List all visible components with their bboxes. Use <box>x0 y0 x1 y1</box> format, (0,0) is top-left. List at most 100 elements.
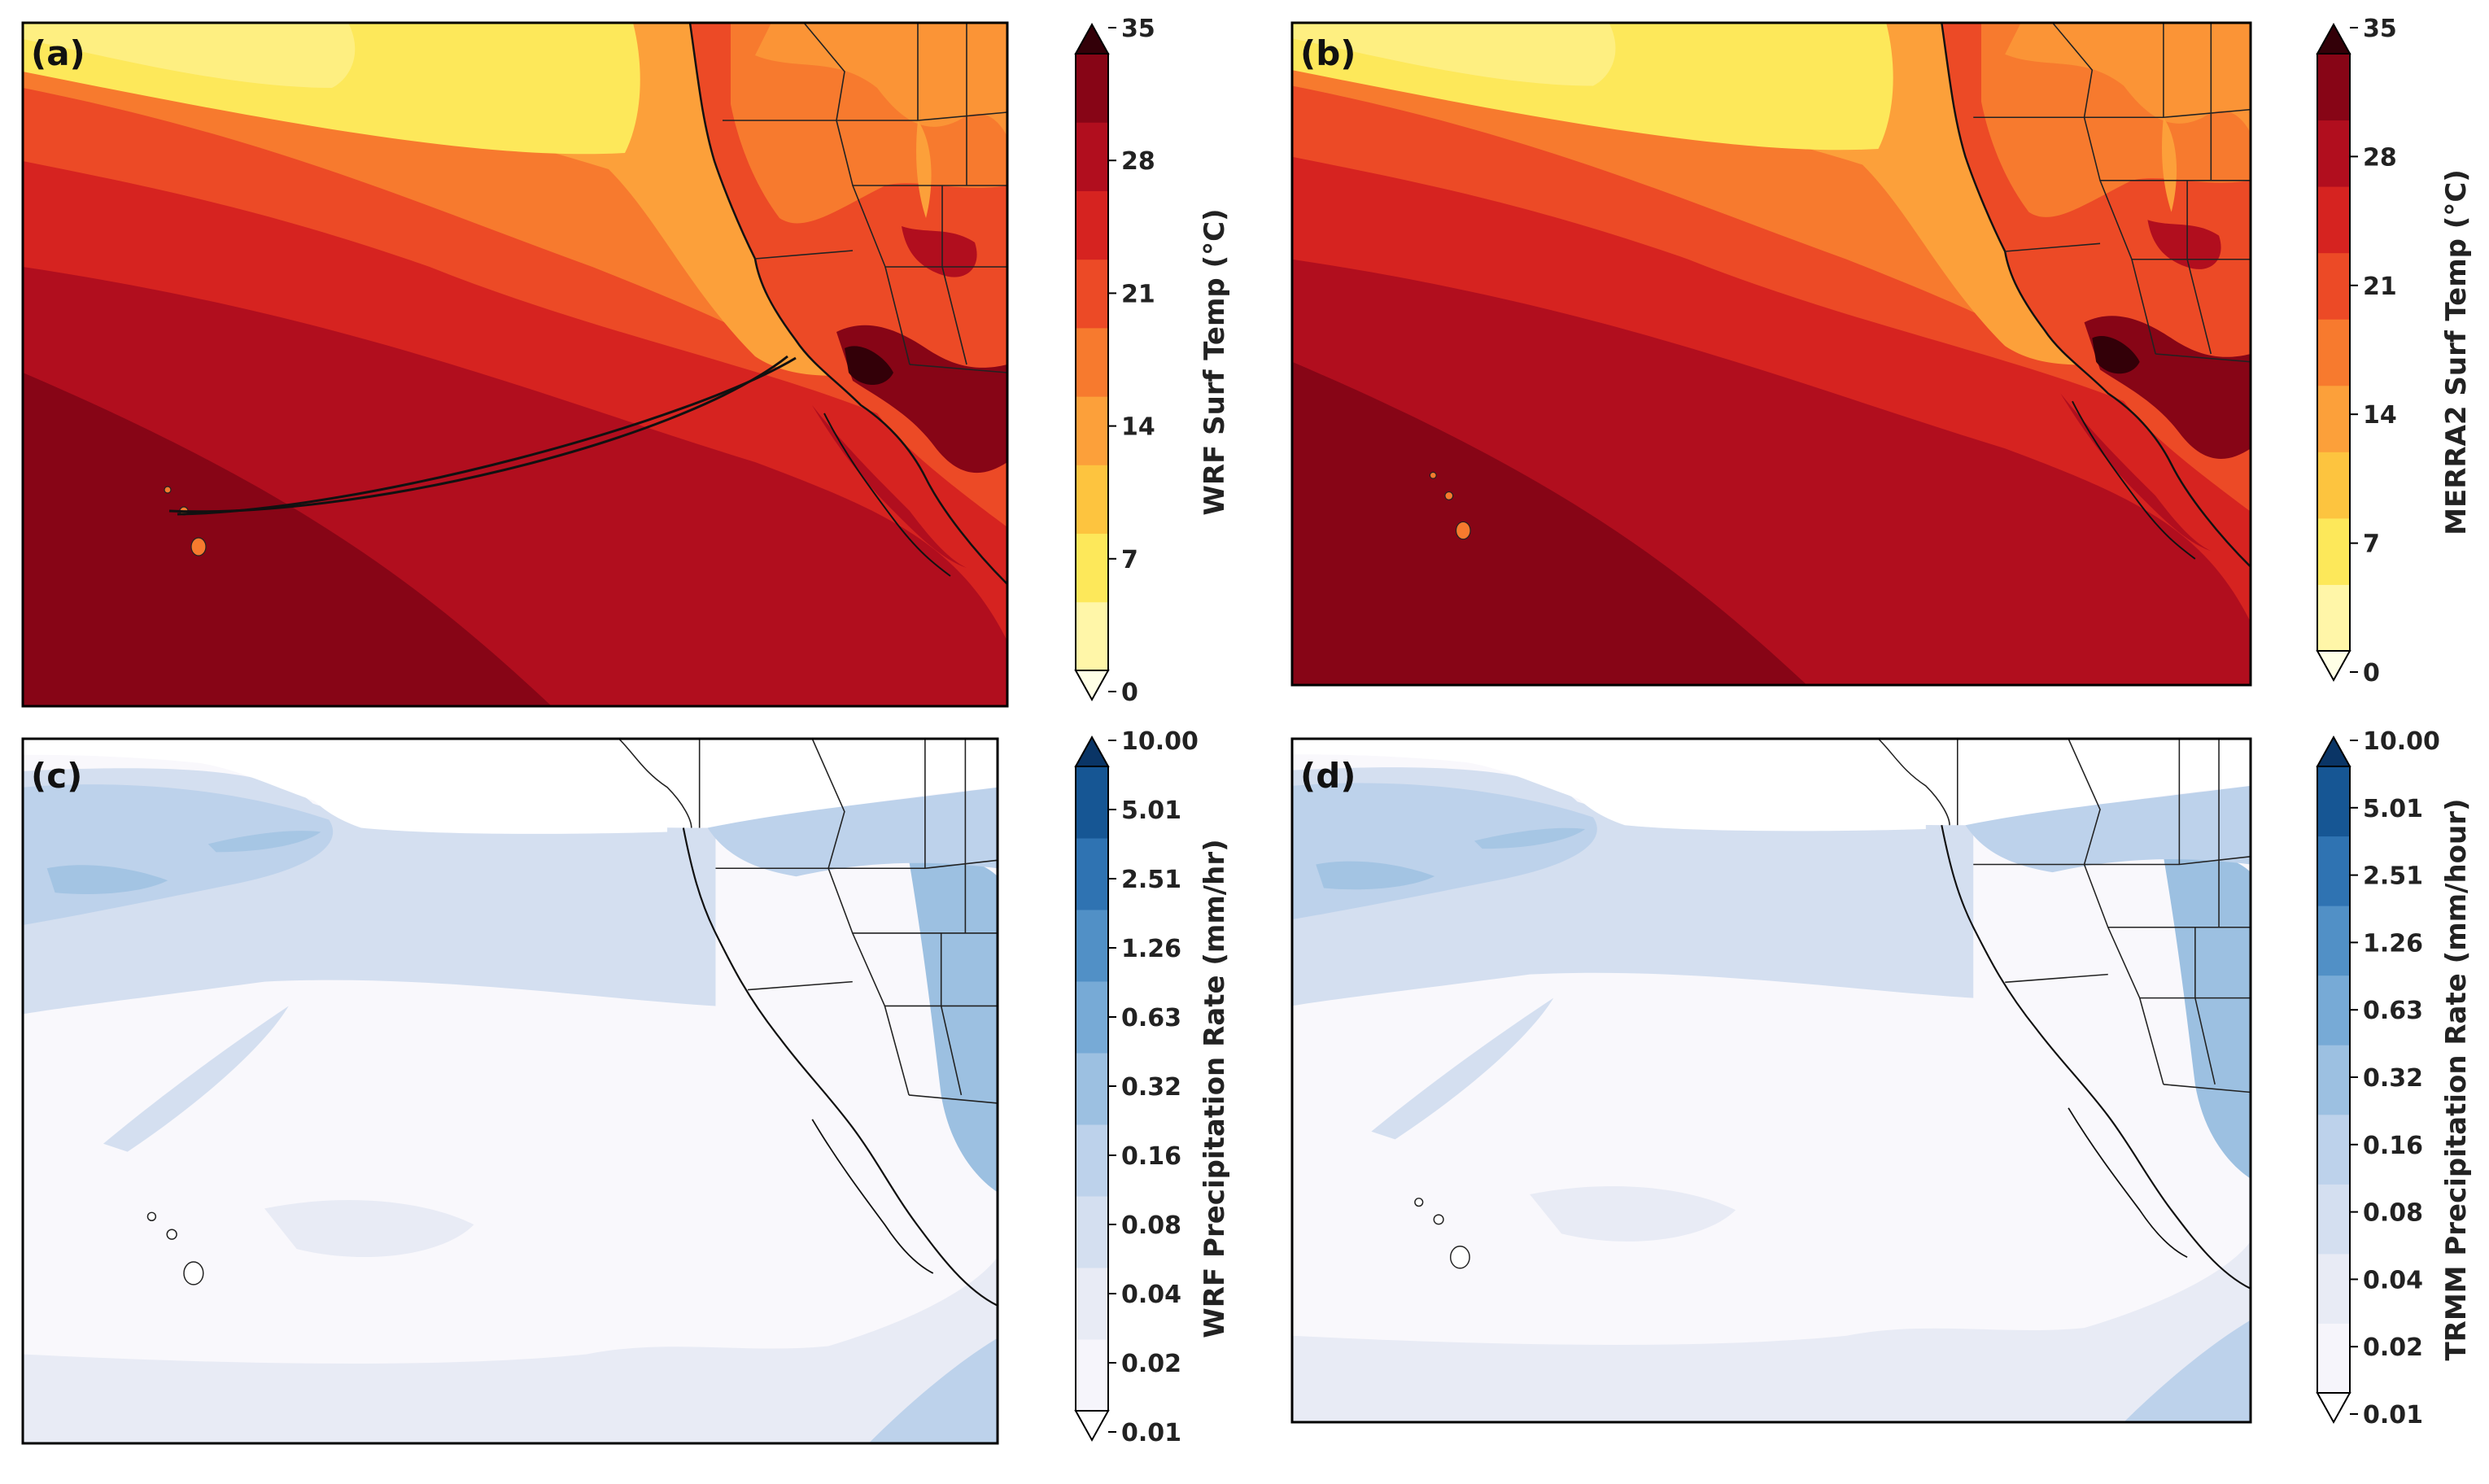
panel-b: (b) <box>1290 21 2252 687</box>
colorbar-segment <box>2317 319 2350 386</box>
flight-track <box>168 355 797 516</box>
colorbar-tick-label: 0 <box>2363 659 2380 687</box>
colorbar-a: 0 7 14 21 28 35 WRF Surf Temp (°C) <box>1074 15 1231 707</box>
colorbar-label: TRMM Precipitation Rate (mm/hour) <box>2440 798 2473 1360</box>
colorbar-segment <box>2317 186 2350 254</box>
panel-b-map <box>1292 23 2251 685</box>
colorbar-tick-label: 0.02 <box>2363 1333 2423 1362</box>
colorbar-tick-label: 0.32 <box>1121 1073 1181 1102</box>
colorbar-tick-label: 1.26 <box>2363 929 2423 958</box>
colorbar-tick-label: 14 <box>1121 413 1155 442</box>
panel-d: (d) <box>1290 737 2252 1424</box>
colorbar-segment <box>1076 838 1108 910</box>
colorbar-tick-label: 0.63 <box>1121 1004 1181 1032</box>
colorbar-segment <box>2317 1323 2350 1394</box>
colorbar-segment <box>1076 1268 1108 1340</box>
colorbar-tick-label: 7 <box>1121 546 1138 574</box>
colorbar-tick-label: 0.02 <box>1121 1350 1181 1378</box>
colorbar-tick-label: 5.01 <box>2363 795 2423 823</box>
colorbar-tick-label: 35 <box>1121 15 1155 43</box>
colorbar-tick-label: 0.01 <box>1121 1419 1181 1447</box>
colorbar-segment <box>2317 836 2350 906</box>
colorbar-frame <box>2317 766 2351 1394</box>
colorbar-segment <box>2317 517 2350 585</box>
colorbar-label: MERRA2 Surf Temp (°C) <box>2440 169 2473 535</box>
panel-a: (a) <box>21 21 1009 708</box>
colorbar-tick-label: 0.63 <box>2363 997 2423 1025</box>
colorbar-tick-label: 0.04 <box>2363 1266 2423 1294</box>
colorbar-extend-min <box>2316 1392 2351 1425</box>
colorbar-segment <box>1076 910 1108 982</box>
panel-label-c: (c) <box>31 756 82 796</box>
colorbar-segment <box>1076 1053 1108 1125</box>
colorbar-segment <box>1076 1124 1108 1197</box>
colorbar-extend-min <box>1074 670 1110 702</box>
colorbar-tick-label: 21 <box>1121 280 1155 308</box>
colorbar-tick-label: 0.04 <box>1121 1281 1181 1309</box>
panel-label-a: (a) <box>31 33 85 73</box>
panel-c: (c) <box>21 737 999 1445</box>
colorbar-extend-max <box>2316 735 2351 767</box>
colorbar-tick-label: 14 <box>2363 401 2397 430</box>
colorbar-segment <box>1076 533 1108 603</box>
panel-a-map <box>23 23 1007 706</box>
panel-label-d: (d) <box>1300 756 1356 796</box>
colorbar-segment <box>1076 601 1108 671</box>
colorbar-segment <box>2317 252 2350 320</box>
colorbar-tick-label: 0 <box>1121 679 1138 707</box>
colorbar-tick-label: 5.01 <box>1121 797 1181 825</box>
panel-d-map <box>1292 739 2251 1422</box>
colorbar-segment <box>2317 1045 2350 1115</box>
colorbar-segment <box>2317 1184 2350 1255</box>
colorbar-tick-label: 10.00 <box>2363 727 2440 756</box>
colorbar-segment <box>2317 1114 2350 1185</box>
colorbar-segment <box>2317 385 2350 452</box>
panel-label-b: (b) <box>1300 33 1356 73</box>
colorbar-frame <box>1075 53 1109 671</box>
colorbar-segment <box>1076 54 1108 123</box>
colorbar-segment <box>2317 120 2350 187</box>
colorbar-segment <box>1076 396 1108 465</box>
colorbar-tick-label: 10.00 <box>1121 727 1199 756</box>
colorbar-tick-label: 21 <box>2363 273 2397 301</box>
colorbar-tick-label: 2.51 <box>1121 866 1181 894</box>
colorbar-segment <box>1076 981 1108 1054</box>
colorbar-tick-label: 35 <box>2363 15 2397 43</box>
colorbar-d: 0.01 0.02 0.04 0.08 0.16 0.32 0.63 1.26 2.51 5.01… <box>2316 727 2473 1429</box>
colorbar-label: WRF Precipitation Rate (mm/hr) <box>1199 839 1231 1338</box>
colorbar-segment <box>1076 259 1108 329</box>
colorbar-segment <box>1076 122 1108 191</box>
colorbar-b: 0 7 14 21 28 35 MERRA2 Surf Temp (°C) <box>2316 15 2473 687</box>
colorbar-segment <box>1076 1196 1108 1268</box>
colorbar-extend-min <box>2316 650 2351 683</box>
panel-c-map <box>23 739 998 1443</box>
colorbar-tick-label: 2.51 <box>2363 862 2423 891</box>
colorbar-segment <box>2317 906 2350 976</box>
colorbar-tick-label: 0.32 <box>2363 1064 2423 1093</box>
colorbar-c: 0.01 0.02 0.04 0.08 0.16 0.32 0.63 1.26 2.51 5.01… <box>1074 727 1231 1447</box>
colorbar-segment <box>1076 1339 1108 1412</box>
colorbar-tick-label: 0.08 <box>1121 1211 1181 1240</box>
colorbar-tick-label: 0.08 <box>2363 1199 2423 1228</box>
colorbar-segment <box>1076 327 1108 397</box>
colorbar-segment <box>2317 766 2350 837</box>
colorbar-tick-label: 0.16 <box>1121 1142 1181 1171</box>
colorbar-tick-label: 0.01 <box>2363 1401 2423 1429</box>
colorbar-tick-label: 7 <box>2363 530 2380 559</box>
colorbar-segment <box>1076 190 1108 260</box>
colorbar-segment <box>2317 1253 2350 1324</box>
colorbar-tick-label: 0.16 <box>2363 1132 2423 1160</box>
colorbar-tick-label: 28 <box>1121 147 1155 176</box>
colorbar-tick-label: 1.26 <box>1121 935 1181 963</box>
colorbar-extend-max <box>1074 22 1110 55</box>
colorbar-frame <box>2317 53 2351 652</box>
colorbar-extend-max <box>2316 22 2351 55</box>
colorbar-segment <box>1076 465 1108 535</box>
colorbar-segment <box>2317 54 2350 121</box>
colorbar-extend-min <box>1074 1410 1110 1443</box>
colorbar-segment <box>2317 584 2350 652</box>
colorbar-frame <box>1075 766 1109 1412</box>
colorbar-tick-label: 28 <box>2363 143 2397 172</box>
colorbar-extend-max <box>1074 735 1110 767</box>
